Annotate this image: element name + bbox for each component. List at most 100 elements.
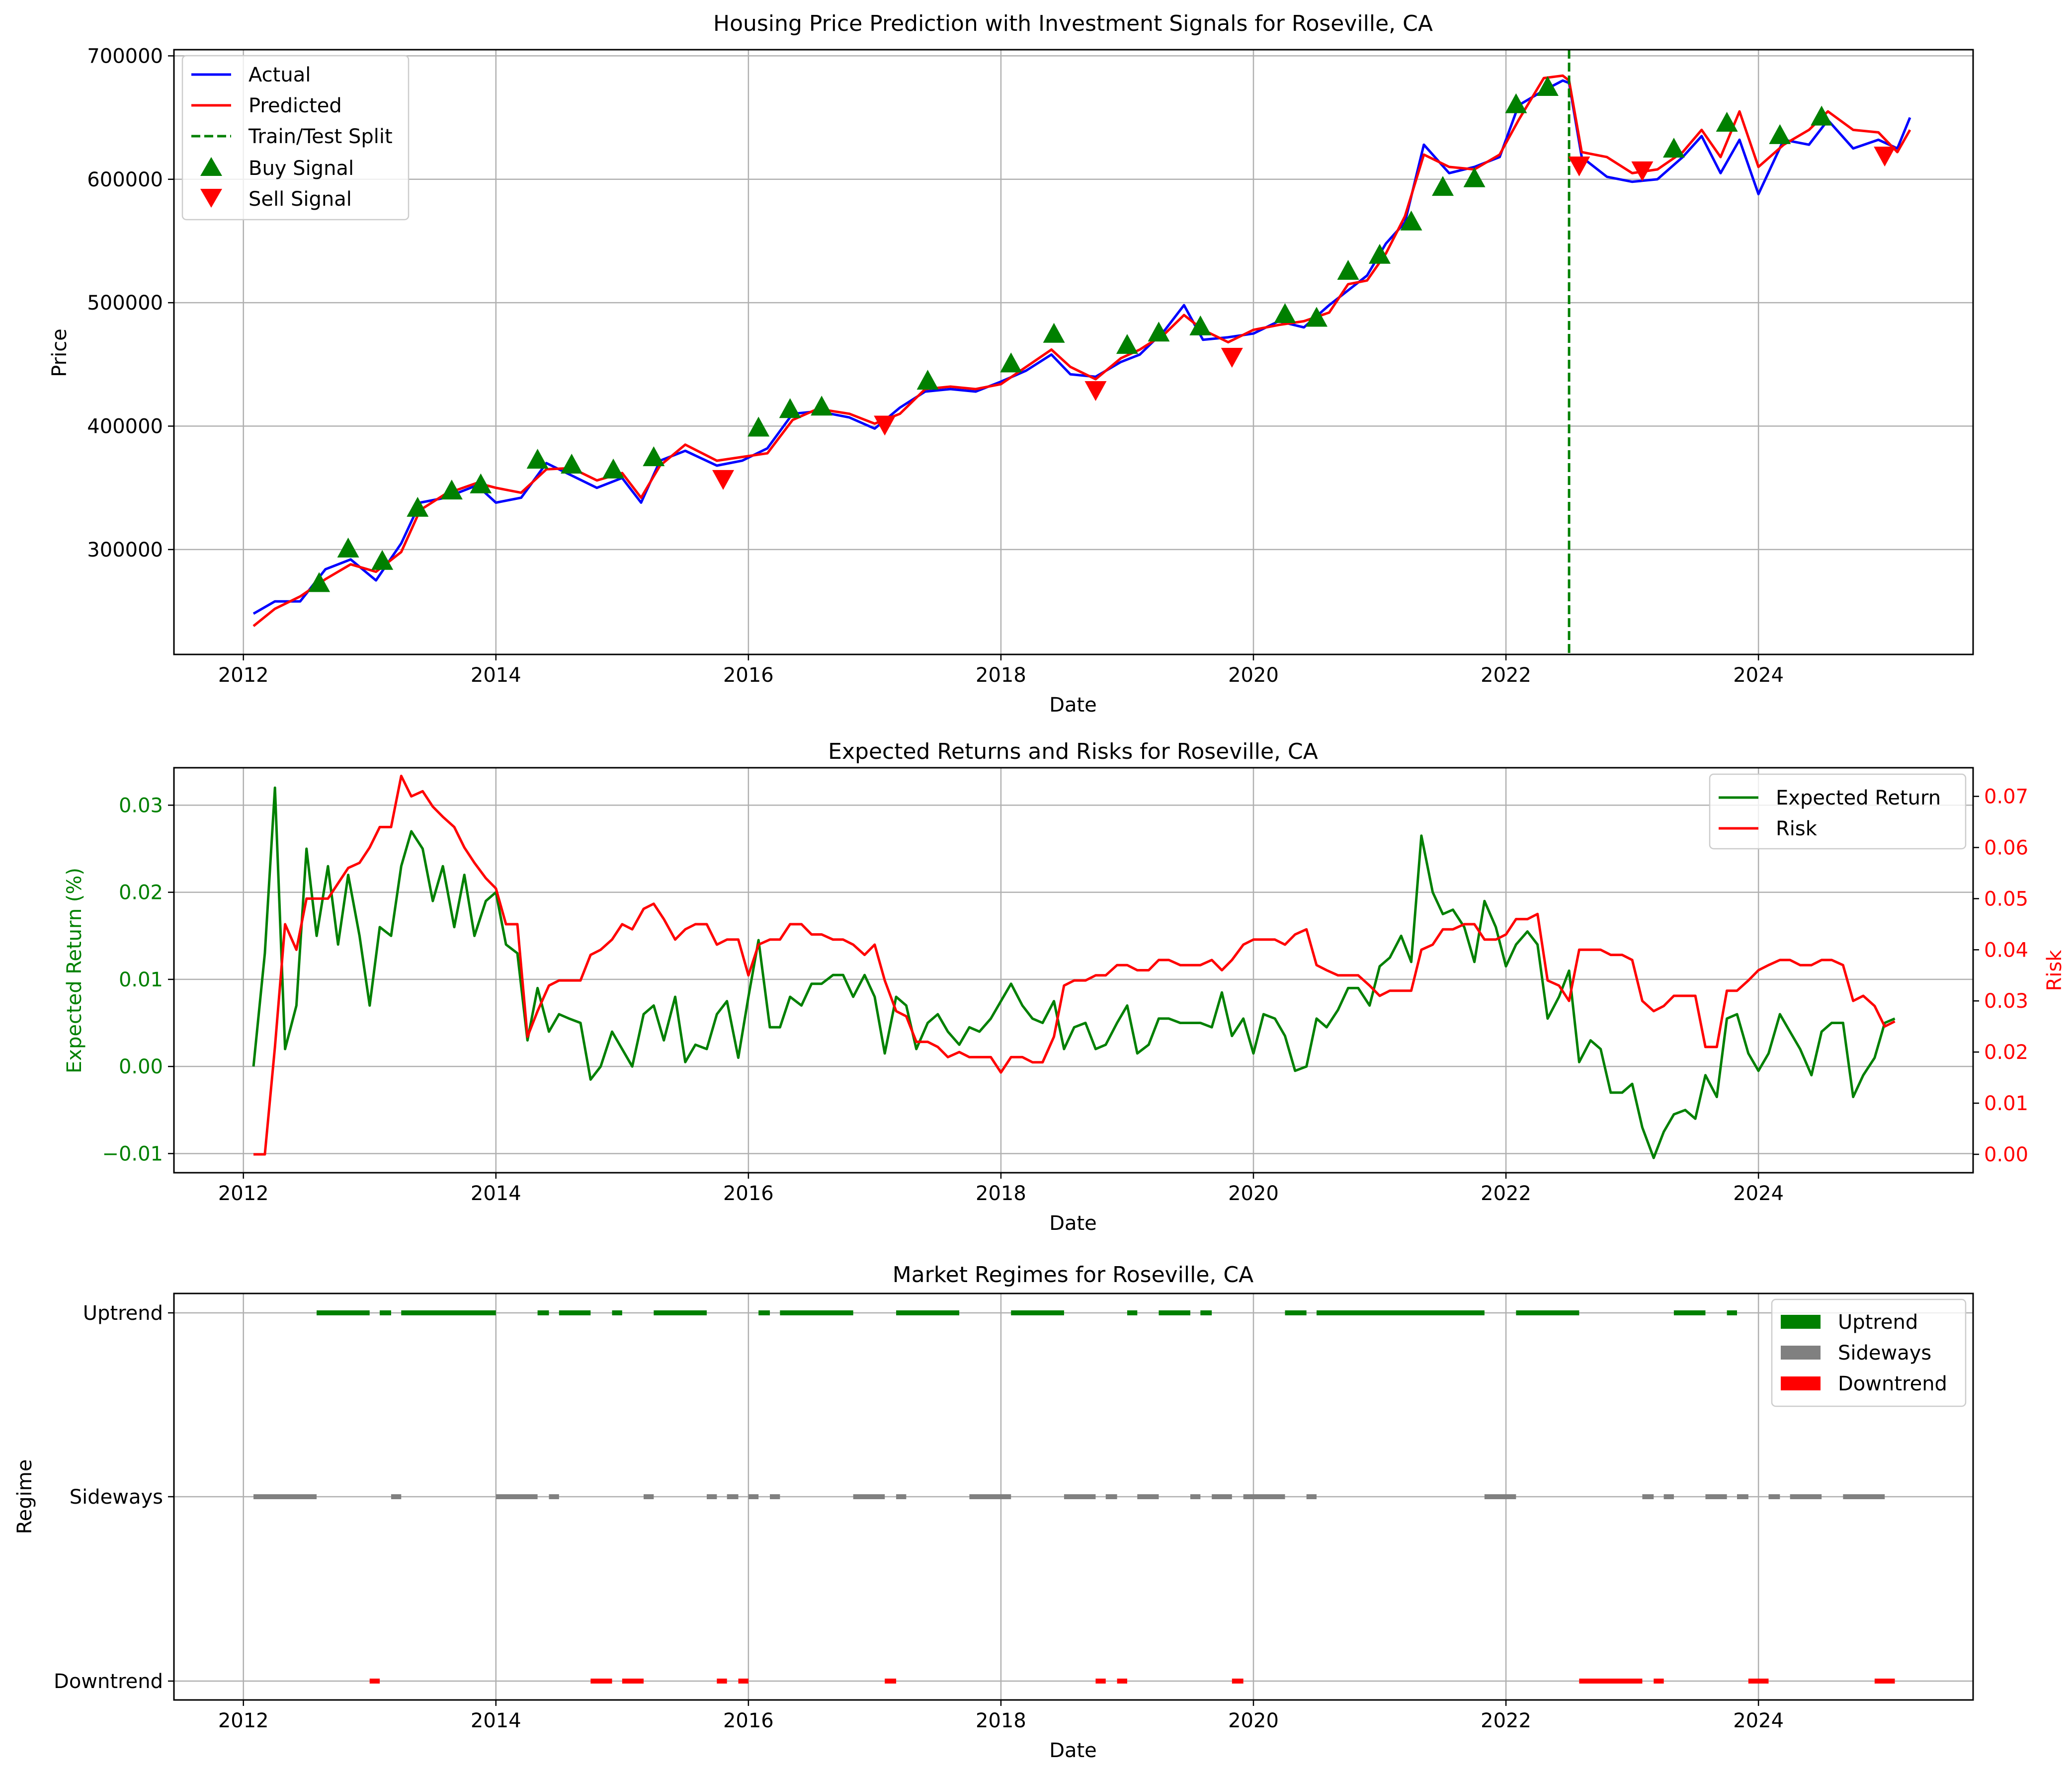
x-tick-label: 2020 <box>1228 1182 1279 1205</box>
legend-sideways-label: Sideways <box>1838 1342 1931 1365</box>
regimes-chart-legend: Uptrend Sideways Downtrend <box>1771 1298 1967 1407</box>
y-right-tick-label: 0.02 <box>1984 1041 2028 1064</box>
price-chart-x-axis: 2012 2014 2016 2018 2020 2022 2024 <box>218 654 1784 687</box>
x-tick-label: 2020 <box>1228 664 1279 687</box>
price-chart-grid <box>174 50 1973 654</box>
buy-signal-marker <box>440 480 463 500</box>
buy-signal-marker <box>916 370 939 390</box>
y-tick-label: 0.00 <box>119 1055 163 1078</box>
regime-segment-sideways <box>1105 1494 1117 1499</box>
regime-segment-uptrend <box>758 1310 770 1315</box>
buy-signal-marker <box>308 572 331 592</box>
x-tick-label: 2024 <box>1733 1182 1784 1205</box>
returns-risks-chart: Expected Returns and Risks for Roseville… <box>63 739 2066 1235</box>
regime-segment-uptrend <box>654 1310 707 1315</box>
regime-segment-sideways <box>549 1494 559 1499</box>
regime-segment-sideways <box>707 1494 717 1499</box>
regime-segment-sideways <box>969 1494 1011 1499</box>
buy-signal-marker <box>779 398 801 418</box>
sell-signal-marker <box>712 470 735 490</box>
y-tick-label: 0.01 <box>119 968 163 991</box>
regime-segment-uptrend <box>317 1310 370 1315</box>
risk-line <box>253 775 1896 1156</box>
expected-return-line <box>252 786 1896 1159</box>
x-tick-label: 2024 <box>1733 1709 1784 1732</box>
regime-segment-uptrend <box>1011 1310 1064 1315</box>
price-chart-plot-area <box>252 50 1911 654</box>
predicted-price-line <box>252 74 1911 627</box>
legend-sell-label: Sell Signal <box>249 188 352 211</box>
x-tick-label: 2012 <box>218 664 269 687</box>
regimes-chart-title: Market Regimes for Roseville, CA <box>893 1262 1253 1288</box>
price-prediction-chart: Housing Price Prediction with Investment… <box>48 11 1974 717</box>
x-tick-label: 2014 <box>471 1709 521 1732</box>
y-tick-label: Sideways <box>70 1486 163 1509</box>
legend-sideways-swatch <box>1781 1346 1821 1360</box>
buy-signal-marker <box>371 550 394 570</box>
regime-segment-sideways <box>1306 1494 1317 1499</box>
legend-predicted-label: Predicted <box>249 94 342 117</box>
buy-signal-marker <box>1463 167 1486 187</box>
regime-segment-downtrend <box>1579 1679 1643 1684</box>
buy-signal-marker <box>1811 105 1833 126</box>
sell-signal-marker <box>1221 347 1243 368</box>
buy-signal-marker <box>1116 334 1138 354</box>
x-tick-label: 2022 <box>1481 1709 1531 1732</box>
x-tick-label: 2020 <box>1228 1709 1279 1732</box>
regime-segment-uptrend <box>1127 1310 1138 1315</box>
regime-segment-downtrend <box>590 1679 612 1684</box>
legend-uptrend-swatch <box>1781 1315 1821 1329</box>
y-tick-label: 300000 <box>87 539 163 562</box>
regimes-chart-y-label: Regime <box>13 1459 36 1534</box>
buy-signal-marker <box>1432 176 1454 196</box>
x-tick-label: 2012 <box>218 1709 269 1732</box>
legend-expected-return-label: Expected Return <box>1776 787 1941 809</box>
price-chart-title: Housing Price Prediction with Investment… <box>713 11 1433 36</box>
price-chart-y-label: Price <box>48 328 71 377</box>
x-tick-label: 2012 <box>218 1182 269 1205</box>
legend-risk-label: Risk <box>1776 817 1818 840</box>
y-right-tick-label: 0.04 <box>1984 939 2028 962</box>
buy-signal-marker <box>747 416 770 437</box>
returns-chart-title: Expected Returns and Risks for Roseville… <box>828 739 1318 764</box>
buy-signal-marker <box>1400 210 1422 231</box>
returns-chart-y-axis-left: −0.01 0.00 0.01 0.02 0.03 <box>102 794 174 1165</box>
regime-segment-downtrend <box>738 1679 748 1684</box>
regime-segment-downtrend <box>369 1679 380 1684</box>
regime-segment-sideways <box>1768 1494 1780 1499</box>
buy-signal-marker <box>643 446 665 467</box>
regime-segment-sideways <box>770 1494 780 1499</box>
legend-actual-label: Actual <box>249 64 311 86</box>
regimes-chart-x-axis: 2012 2014 2016 2018 2020 2022 2024 <box>218 1700 1784 1732</box>
regime-segment-downtrend <box>1874 1679 1895 1684</box>
regime-segment-sideways <box>1243 1494 1285 1499</box>
buy-signal-marker <box>602 458 625 479</box>
legend-split-label: Train/Test Split <box>248 125 393 148</box>
buy-signal-marker <box>1189 315 1212 335</box>
regime-segment-sideways <box>1137 1494 1159 1499</box>
regime-segment-uptrend <box>1727 1310 1737 1315</box>
y-tick-label: Uptrend <box>83 1302 163 1325</box>
y-right-tick-label: 0.06 <box>1984 837 2028 860</box>
legend-downtrend-label: Downtrend <box>1838 1372 1947 1395</box>
actual-price-line <box>252 79 1911 615</box>
y-tick-label: 600000 <box>87 168 163 191</box>
buy-signal-marker <box>561 453 583 474</box>
regime-segment-sideways <box>896 1494 907 1499</box>
regime-segment-sideways <box>1663 1494 1674 1499</box>
legend-uptrend-label: Uptrend <box>1838 1311 1918 1334</box>
regime-segment-sideways <box>391 1494 402 1499</box>
regime-segment-uptrend <box>537 1310 549 1315</box>
regime-segment-uptrend <box>780 1310 853 1315</box>
regime-segment-uptrend <box>1516 1310 1579 1315</box>
buy-signal-marker <box>470 473 492 493</box>
regime-segment-downtrend <box>717 1679 727 1684</box>
regime-segment-downtrend <box>622 1679 644 1684</box>
buy-signal-marker <box>1000 352 1022 373</box>
returns-chart-x-label: Date <box>1049 1212 1097 1235</box>
sell-signal-marker <box>874 415 896 436</box>
x-tick-label: 2024 <box>1733 664 1784 687</box>
y-right-tick-label: 0.07 <box>1984 786 2028 808</box>
buy-signal-marker <box>337 537 359 558</box>
